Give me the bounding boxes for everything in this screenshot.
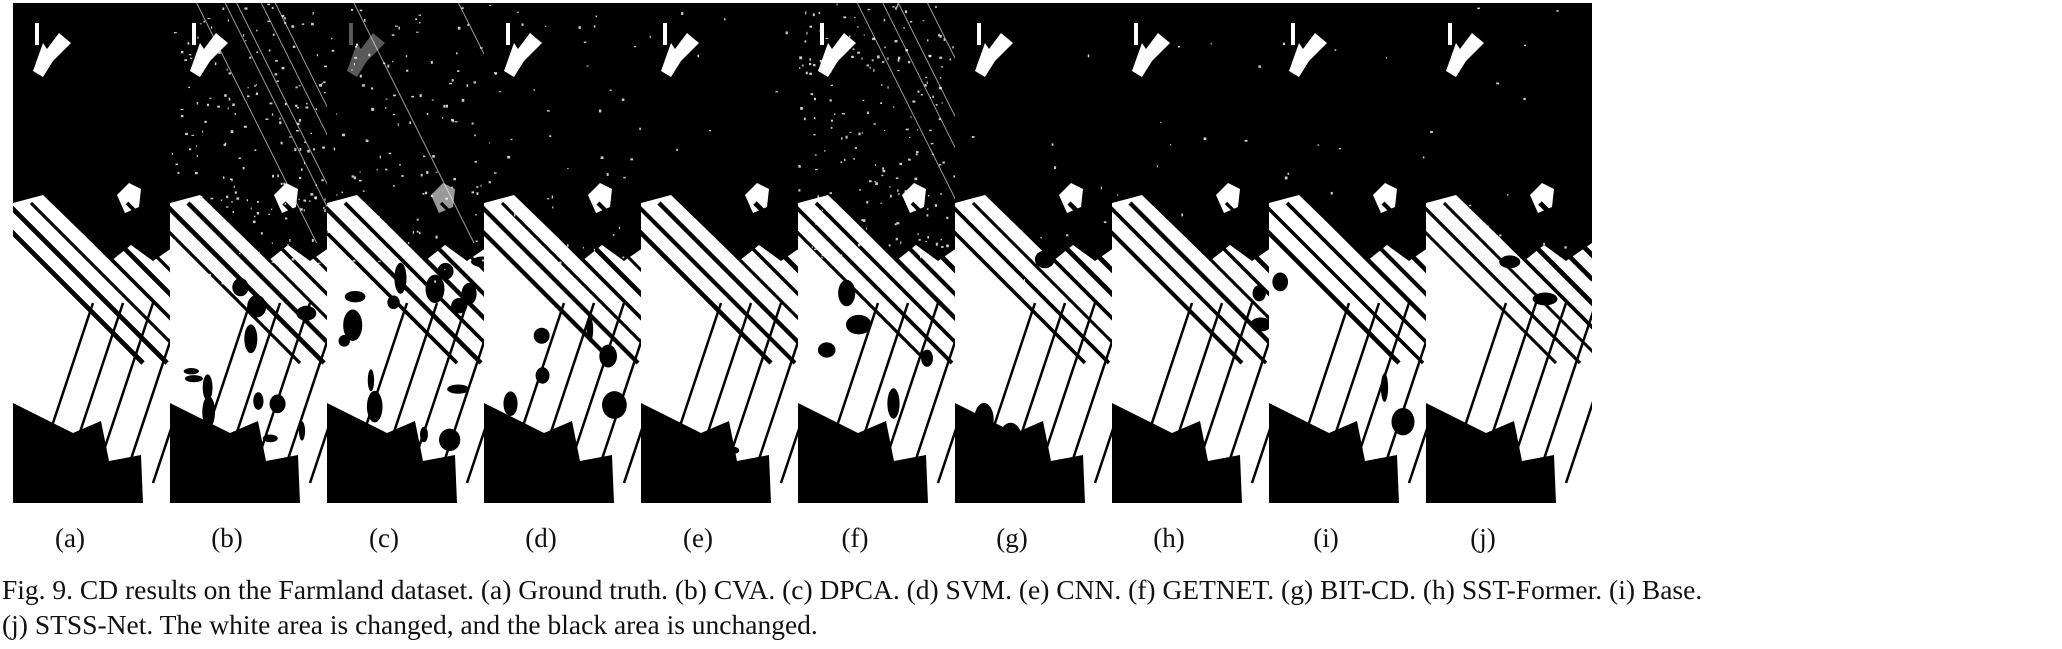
panel-label-d: (d)	[525, 523, 557, 553]
change-map-7	[955, 23, 1121, 503]
panel-j	[1426, 3, 1592, 503]
panel-f	[798, 3, 964, 503]
caption-line-2: (j) STSS-Net. The white area is changed,…	[2, 609, 818, 640]
panel-d	[484, 3, 650, 503]
panel-label-j: (j)	[1470, 523, 1496, 553]
panel-label-i: (i)	[1313, 523, 1339, 553]
change-map-6	[798, 3, 964, 503]
panel-a	[13, 3, 179, 503]
change-map-5	[641, 12, 807, 503]
panel-label-a: (a)	[55, 523, 85, 553]
figure-caption: Fig. 9. CD results on the Farmland datas…	[2, 572, 2060, 642]
panel-label-c: (c)	[369, 523, 399, 553]
change-map-2	[170, 3, 336, 503]
change-map-3	[327, 3, 493, 503]
panel-b	[170, 3, 336, 503]
panel-label-b: (b)	[211, 523, 243, 553]
panel-label-h: (h)	[1153, 523, 1185, 553]
change-map-8	[1112, 23, 1278, 503]
panel-c	[327, 3, 493, 503]
caption-line-1: Fig. 9. CD results on the Farmland datas…	[2, 574, 1703, 605]
change-map-4	[484, 4, 650, 503]
figure-panels: (a) (b) (c) (d) (e) (f) (g) (h) (i) (j)	[13, 3, 1592, 553]
panel-label-e: (e)	[683, 523, 713, 553]
panel-g	[955, 3, 1121, 503]
panel-label-g: (g)	[996, 523, 1028, 553]
panel-i	[1269, 3, 1435, 503]
change-map-10	[1426, 7, 1592, 503]
change-map-9	[1269, 23, 1435, 503]
panel-h	[1112, 3, 1278, 503]
change-map-1	[13, 23, 179, 503]
panel-e	[641, 3, 807, 503]
panel-label-f: (f)	[841, 523, 869, 553]
